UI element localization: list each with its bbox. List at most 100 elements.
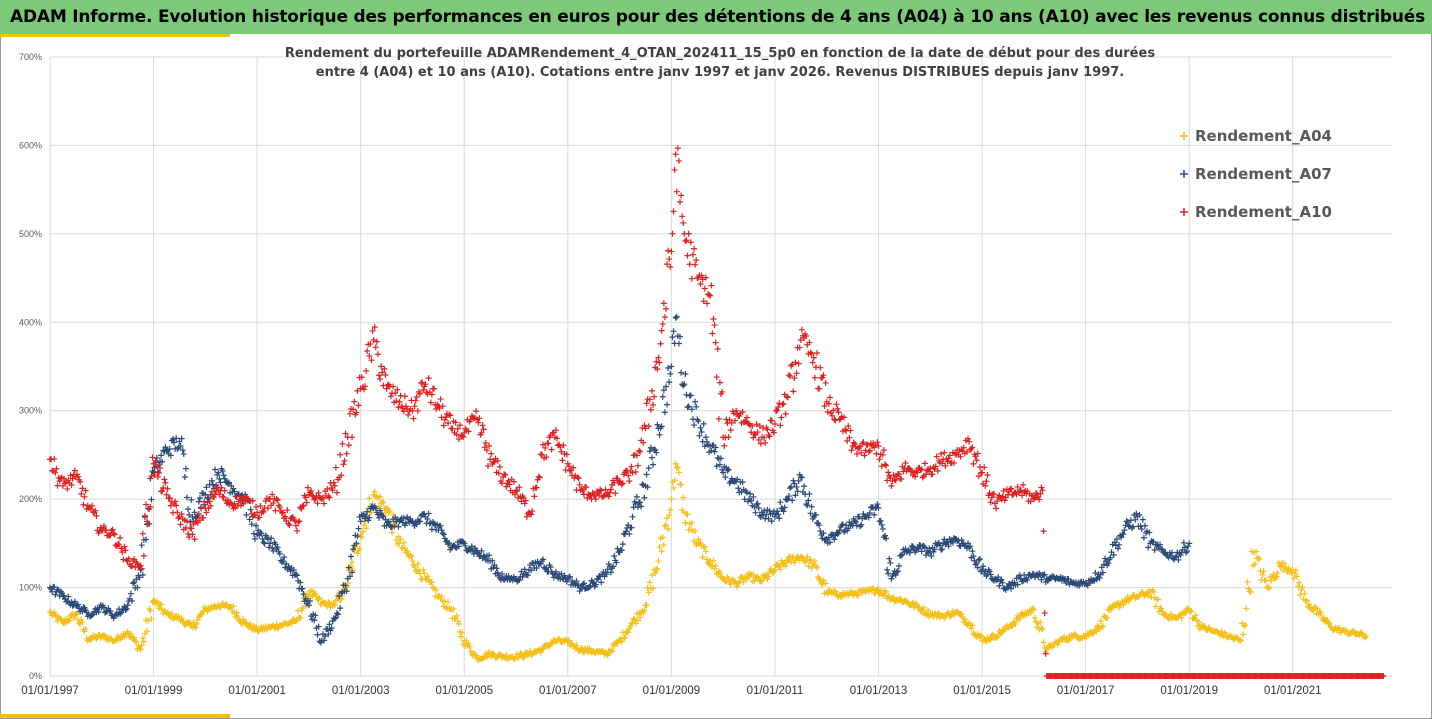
data-point (788, 483, 795, 490)
data-point (831, 536, 838, 543)
data-point (931, 546, 938, 553)
data-point (288, 620, 295, 627)
data-point (253, 522, 260, 529)
data-point (438, 527, 445, 534)
data-point (218, 484, 225, 491)
data-point (657, 340, 664, 347)
data-point (177, 442, 184, 449)
data-point (215, 469, 222, 476)
data-point (1124, 519, 1131, 526)
data-point (193, 620, 200, 627)
data-point (678, 192, 685, 199)
data-point (777, 499, 784, 506)
data-point (703, 556, 710, 563)
data-point (482, 439, 489, 446)
data-point (916, 541, 923, 548)
data-point (351, 398, 358, 405)
data-point (855, 592, 862, 599)
data-point (632, 468, 639, 475)
data-point (970, 460, 977, 467)
data-point (932, 463, 939, 470)
data-point (973, 457, 980, 464)
data-point (685, 230, 692, 237)
data-point (1159, 546, 1166, 553)
data-point (872, 590, 879, 597)
data-point (1303, 597, 1310, 604)
data-point (789, 497, 796, 504)
data-point (881, 532, 888, 539)
data-point (1150, 588, 1157, 595)
data-point (528, 567, 535, 574)
data-point (809, 359, 816, 366)
data-point (648, 454, 655, 461)
data-point (376, 372, 383, 379)
data-point (550, 574, 557, 581)
data-point (682, 519, 689, 526)
data-point (712, 562, 719, 569)
data-point (286, 522, 293, 529)
data-point (851, 441, 858, 448)
data-point (713, 374, 720, 381)
data-point (254, 509, 261, 516)
data-point (589, 579, 596, 586)
data-point (791, 375, 798, 382)
data-point (331, 482, 338, 489)
data-point (938, 450, 945, 457)
data-point (650, 461, 657, 468)
data-point (701, 543, 708, 550)
x-tick-label: 01/01/2001 (228, 685, 286, 697)
data-point (698, 272, 705, 279)
data-point (664, 401, 671, 408)
data-point (1145, 592, 1152, 599)
data-point (875, 504, 882, 511)
data-point (804, 502, 811, 509)
data-point (166, 446, 173, 453)
data-point (486, 442, 493, 449)
x-tick-label: 01/01/2021 (1264, 685, 1322, 697)
data-point (265, 544, 272, 551)
data-point (750, 493, 757, 500)
data-point (670, 208, 677, 215)
data-point (499, 570, 506, 577)
data-point (137, 646, 144, 653)
data-point (922, 471, 929, 478)
data-point (1146, 587, 1153, 594)
data-point (1380, 673, 1387, 679)
data-point (603, 571, 610, 578)
data-point (806, 557, 813, 564)
data-point (364, 347, 371, 354)
data-point (1110, 552, 1117, 559)
accent-bar-top (0, 34, 230, 37)
data-point (611, 643, 618, 650)
data-point (773, 408, 780, 415)
data-point (400, 408, 407, 415)
data-point (771, 420, 778, 427)
data-point (794, 488, 801, 495)
legend-marker (1180, 170, 1188, 178)
data-point (580, 580, 587, 587)
data-point (51, 584, 58, 591)
data-point (79, 608, 86, 615)
data-point (654, 366, 661, 373)
data-point (454, 618, 461, 625)
data-point (366, 352, 373, 359)
data-point (682, 371, 689, 378)
data-point (1158, 605, 1165, 612)
data-point (796, 344, 803, 351)
data-point (980, 563, 987, 570)
data-point (131, 634, 138, 641)
data-point (194, 616, 201, 623)
data-point (687, 239, 694, 246)
data-point (703, 300, 710, 307)
data-point (945, 610, 952, 617)
data-point (712, 339, 719, 346)
data-point (650, 585, 657, 592)
data-point (793, 483, 800, 490)
data-point (79, 485, 86, 492)
data-point (660, 300, 667, 307)
data-point (716, 570, 723, 577)
data-point (470, 415, 477, 422)
data-point (180, 451, 187, 458)
data-point (660, 541, 667, 548)
data-point (1172, 554, 1179, 561)
